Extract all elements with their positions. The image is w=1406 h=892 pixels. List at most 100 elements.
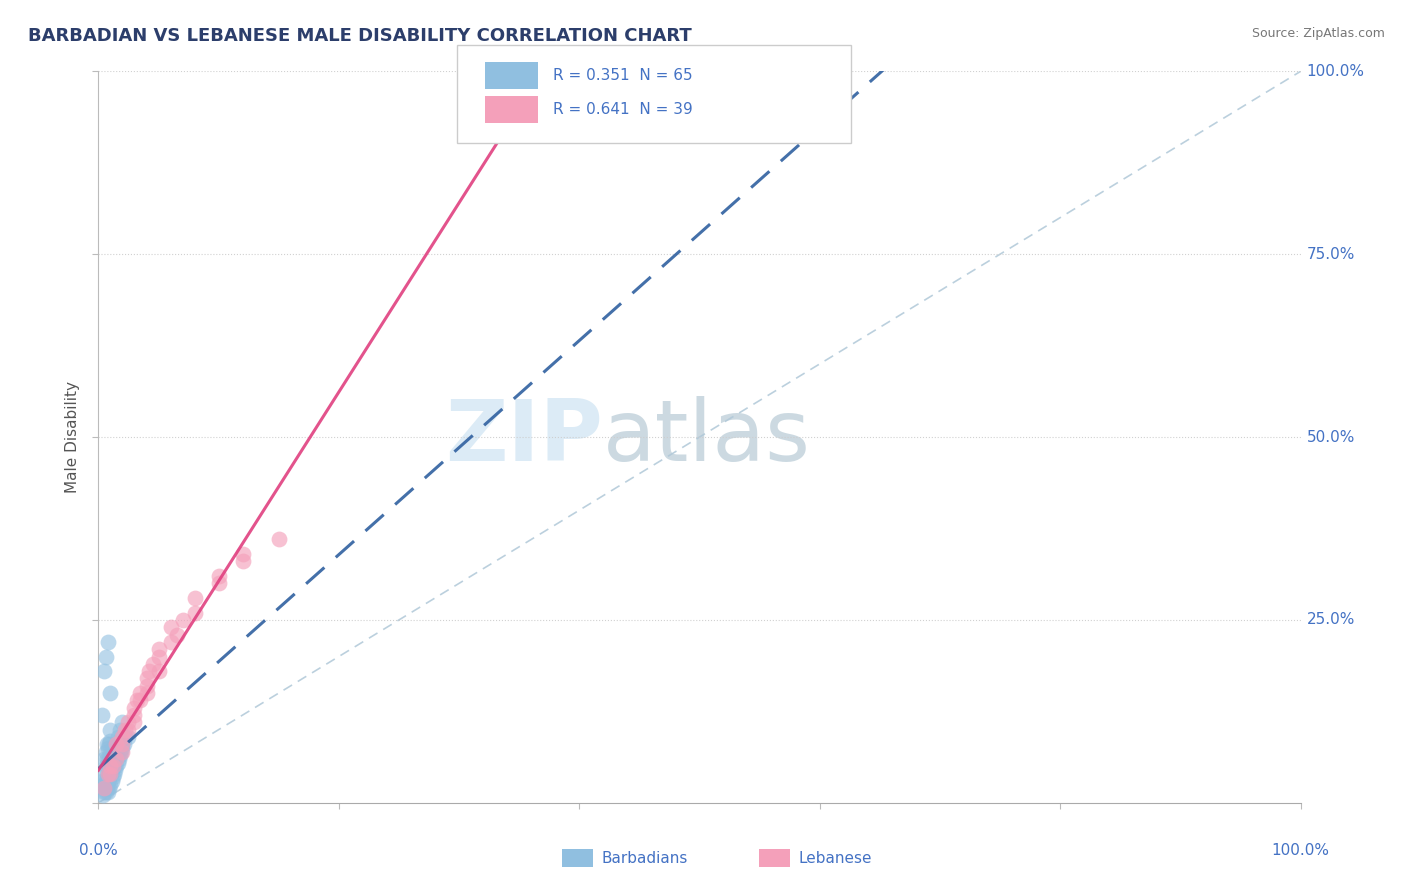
Point	[100, 777, 122, 792]
Point	[100, 763, 122, 777]
Point	[124, 708, 146, 723]
Point	[114, 730, 136, 744]
Point	[103, 766, 125, 780]
Point	[208, 569, 231, 583]
Point	[104, 763, 127, 777]
Point	[111, 745, 134, 759]
Point	[166, 627, 188, 641]
Point	[91, 773, 114, 788]
Text: 25.0%: 25.0%	[1306, 613, 1355, 627]
Point	[97, 740, 120, 755]
Point	[111, 715, 134, 730]
Point	[112, 737, 135, 751]
Point	[135, 686, 157, 700]
Point	[105, 752, 128, 766]
Point	[101, 770, 124, 784]
Point	[124, 700, 146, 714]
Point	[148, 649, 170, 664]
Point	[100, 733, 122, 747]
Point	[98, 770, 121, 784]
Point	[97, 635, 120, 649]
Point	[103, 752, 125, 766]
Point	[98, 766, 121, 780]
Point	[100, 773, 122, 788]
Point	[117, 730, 139, 744]
Point	[232, 554, 254, 568]
Text: BARBADIAN VS LEBANESE MALE DISABILITY CORRELATION CHART: BARBADIAN VS LEBANESE MALE DISABILITY CO…	[28, 27, 692, 45]
Point	[129, 693, 152, 707]
Point	[94, 773, 117, 788]
Point	[232, 547, 254, 561]
Point	[96, 766, 118, 780]
Text: 75.0%: 75.0%	[1306, 247, 1355, 261]
Point	[93, 785, 115, 799]
Point	[93, 664, 115, 678]
Point	[97, 773, 120, 788]
Point	[93, 752, 115, 766]
Point	[135, 679, 157, 693]
Point	[124, 715, 146, 730]
Point	[100, 766, 122, 780]
Point	[105, 737, 128, 751]
Point	[267, 533, 290, 547]
Point	[96, 781, 118, 796]
Point	[101, 759, 124, 773]
Text: R = 0.351  N = 65: R = 0.351 N = 65	[553, 69, 692, 83]
Point	[508, 101, 530, 115]
Text: 0.0%: 0.0%	[79, 843, 118, 858]
Text: 50.0%: 50.0%	[1306, 430, 1355, 444]
Point	[172, 613, 194, 627]
Point	[117, 715, 139, 730]
Point	[93, 781, 115, 796]
Text: 100.0%: 100.0%	[1271, 843, 1330, 858]
Point	[94, 745, 117, 759]
Point	[111, 730, 134, 744]
Y-axis label: Male Disability: Male Disability	[65, 381, 80, 493]
Point	[159, 635, 181, 649]
Point	[97, 756, 120, 770]
Point	[114, 723, 136, 737]
Point	[97, 770, 120, 784]
Point	[100, 748, 122, 763]
Point	[100, 763, 122, 777]
Point	[107, 756, 129, 770]
Point	[98, 781, 121, 796]
Point	[135, 672, 157, 686]
Point	[94, 781, 117, 796]
Point	[97, 766, 120, 780]
Point	[107, 730, 129, 744]
Point	[97, 785, 120, 799]
Point	[100, 759, 122, 773]
Point	[108, 752, 131, 766]
Point	[101, 756, 124, 770]
Point	[111, 740, 134, 755]
Point	[108, 723, 131, 737]
Text: Lebanese: Lebanese	[799, 851, 872, 865]
Point	[183, 591, 205, 605]
Point	[148, 642, 170, 657]
Text: Source: ZipAtlas.com: Source: ZipAtlas.com	[1251, 27, 1385, 40]
Point	[101, 740, 124, 755]
Point	[108, 745, 131, 759]
Point	[141, 657, 163, 671]
Point	[111, 737, 134, 751]
Point	[96, 752, 118, 766]
Point	[94, 785, 117, 799]
Point	[105, 737, 128, 751]
Point	[91, 708, 114, 723]
Point	[98, 752, 121, 766]
Point	[111, 737, 134, 751]
Point	[94, 649, 117, 664]
Point	[129, 686, 152, 700]
Point	[93, 781, 115, 796]
Text: R = 0.641  N = 39: R = 0.641 N = 39	[553, 103, 692, 117]
Point	[108, 748, 131, 763]
Text: 100.0%: 100.0%	[1306, 64, 1365, 78]
Point	[98, 737, 121, 751]
Text: Barbadians: Barbadians	[602, 851, 688, 865]
Point	[103, 759, 125, 773]
Point	[117, 723, 139, 737]
Point	[91, 789, 114, 803]
Point	[104, 745, 127, 759]
Point	[91, 777, 114, 792]
